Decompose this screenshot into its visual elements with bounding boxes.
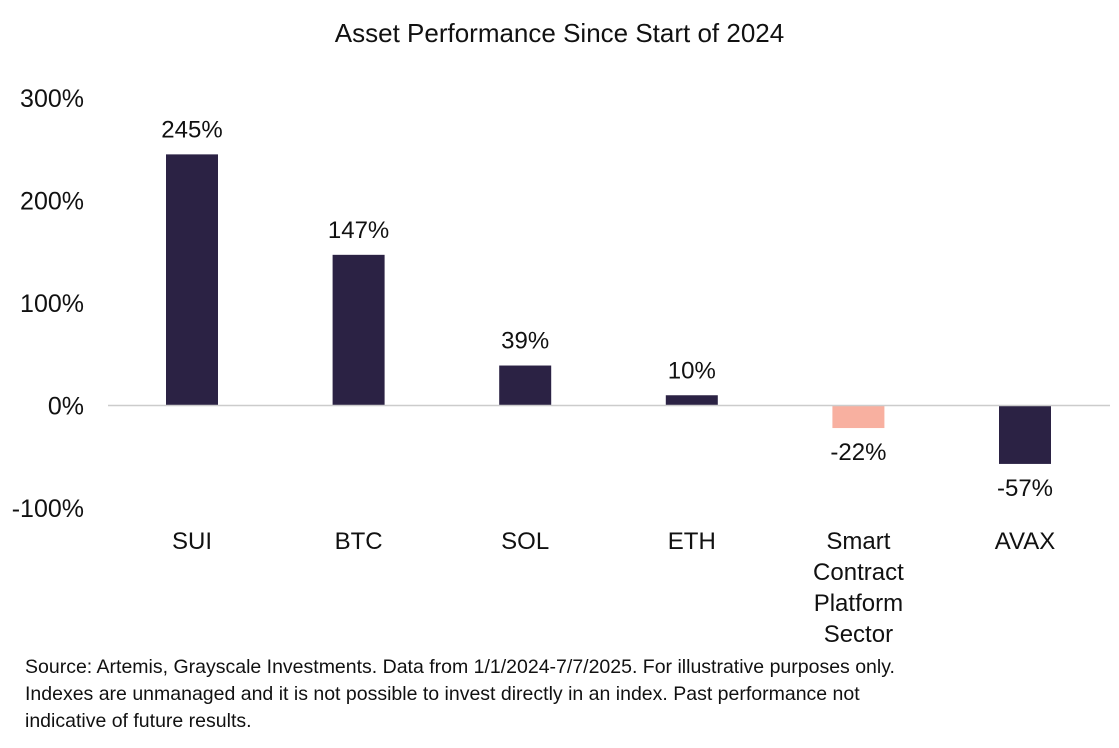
x-tick-label: Platform bbox=[814, 590, 903, 617]
data-label: -22% bbox=[830, 439, 886, 466]
data-label: -57% bbox=[997, 475, 1053, 502]
y-tick-label: 0% bbox=[48, 393, 84, 421]
x-tick-label: Contract bbox=[813, 559, 904, 586]
y-tick-label: -100% bbox=[12, 495, 84, 523]
chart-title: Asset Performance Since Start of 2024 bbox=[334, 18, 785, 48]
y-tick-label: 300% bbox=[20, 85, 84, 113]
x-tick-label: ETH bbox=[668, 528, 716, 555]
x-tick-label: SUI bbox=[172, 528, 212, 555]
bar bbox=[665, 395, 718, 406]
x-tick-label: SOL bbox=[501, 528, 549, 555]
y-tick-label: 100% bbox=[20, 290, 84, 318]
footnote-line: Indexes are unmanaged and it is not poss… bbox=[25, 683, 860, 705]
x-tick-label: AVAX bbox=[995, 528, 1055, 555]
data-label: 10% bbox=[668, 357, 716, 384]
y-tick-label: 200% bbox=[20, 188, 84, 216]
data-label: 39% bbox=[501, 328, 549, 355]
bar bbox=[166, 154, 218, 406]
bar bbox=[332, 254, 385, 406]
footnote-line: indicative of future results. bbox=[25, 710, 252, 732]
data-label: 147% bbox=[328, 217, 389, 244]
x-tick-label: BTC bbox=[335, 528, 383, 555]
source-footnote: Source: Artemis, Grayscale Investments. … bbox=[25, 654, 1110, 735]
bar bbox=[499, 365, 552, 406]
x-tick-label: Smart bbox=[826, 528, 890, 555]
bar bbox=[999, 405, 1051, 464]
footnote-line: Source: Artemis, Grayscale Investments. … bbox=[25, 656, 895, 678]
x-tick-label: Sector bbox=[824, 621, 893, 648]
bar bbox=[832, 405, 885, 429]
data-label: 245% bbox=[161, 116, 222, 143]
